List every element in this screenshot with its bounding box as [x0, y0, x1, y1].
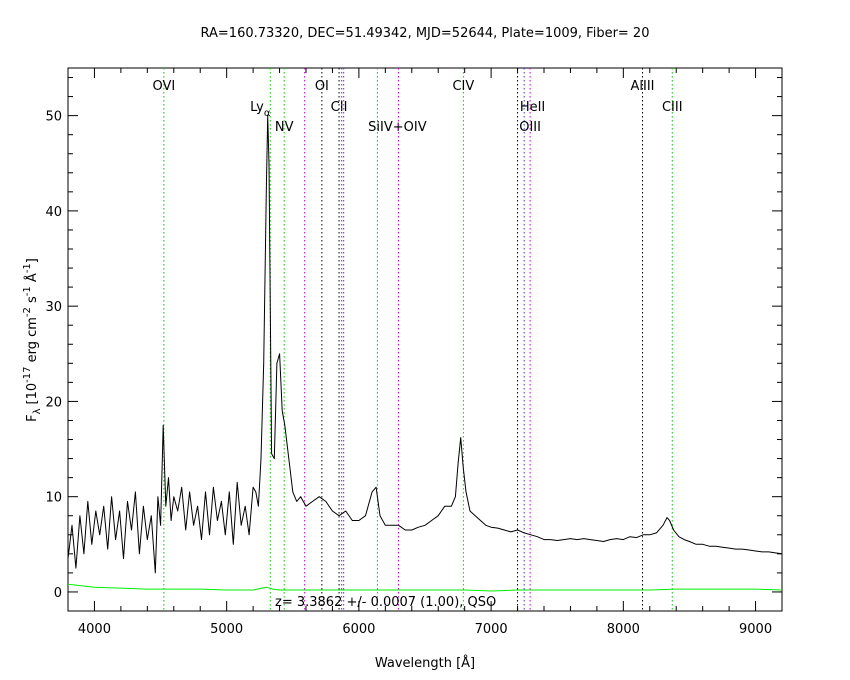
y-axis-label: Fλ[10-17 erg cm-2 s-1 Å-1]	[22, 258, 43, 422]
flux-series	[67, 115, 783, 574]
x-tick-label: 9000	[739, 622, 772, 637]
y-label-mid3: Å	[24, 273, 40, 286]
plot-area: OVILyαNVOICIISiIV+OIVCIVHeIIOIIIAlIIICII…	[45, 67, 783, 637]
y-label-exp2: -2	[22, 307, 33, 317]
chart-title: RA=160.73320, DEC=51.49342, MJD=52644, P…	[201, 26, 650, 41]
y-label-mid2: s	[25, 296, 40, 307]
line-label: CII	[331, 100, 348, 115]
x-tick-label: 8000	[607, 622, 640, 637]
y-tick-label: 40	[45, 205, 62, 220]
y-tick-label: 10	[45, 491, 62, 506]
y-tick-label: 20	[45, 395, 62, 410]
x-tick-label: 6000	[342, 622, 375, 637]
y-label-exp1: -17	[22, 367, 33, 383]
line-label: OI	[315, 79, 329, 94]
y-tick-label: 50	[45, 110, 62, 125]
line-label: SiIV+OIV	[368, 120, 427, 135]
line-label: OIII	[519, 120, 541, 135]
line-label: OVI	[152, 79, 175, 94]
plot-frame	[67, 67, 783, 612]
x-axis-label: Wavelength [Å]	[375, 655, 475, 671]
series-layer	[67, 115, 783, 592]
y-label-exp3: -1	[22, 286, 33, 296]
line-label: CIII	[662, 100, 683, 115]
y-axis-ticks: 0 10 20 30 40 50	[45, 77, 782, 601]
y-label-units: [10	[25, 383, 40, 405]
y-tick-label: 0	[54, 586, 62, 601]
line-label-sub: α	[264, 108, 271, 119]
x-axis-ticks: 4000 5000 6000 7000 8000 9000	[67, 68, 783, 637]
y-label-end: ]	[25, 258, 40, 263]
error-series	[67, 583, 783, 592]
y-tick-label: 30	[45, 300, 62, 315]
redshift-annotation: z= 3.3862 +/- 0.0007 (1.00), QSO	[275, 595, 496, 610]
y-label-mid: erg cm	[25, 317, 40, 366]
x-tick-label: 4000	[78, 622, 111, 637]
y-label-f: F	[25, 414, 40, 421]
line-label: NV	[275, 120, 294, 135]
y-label-exp4: -1	[22, 263, 33, 273]
y-label-lambda: λ	[32, 408, 43, 414]
line-markers: OVILyαNVOICIISiIV+OIVCIVHeIIOIIIAlIIICII…	[152, 68, 683, 611]
line-label: CIV	[452, 79, 474, 94]
line-label: AlIII	[630, 79, 654, 94]
x-tick-label: 5000	[210, 622, 243, 637]
x-tick-label: 7000	[475, 622, 508, 637]
line-label: HeII	[520, 100, 545, 115]
